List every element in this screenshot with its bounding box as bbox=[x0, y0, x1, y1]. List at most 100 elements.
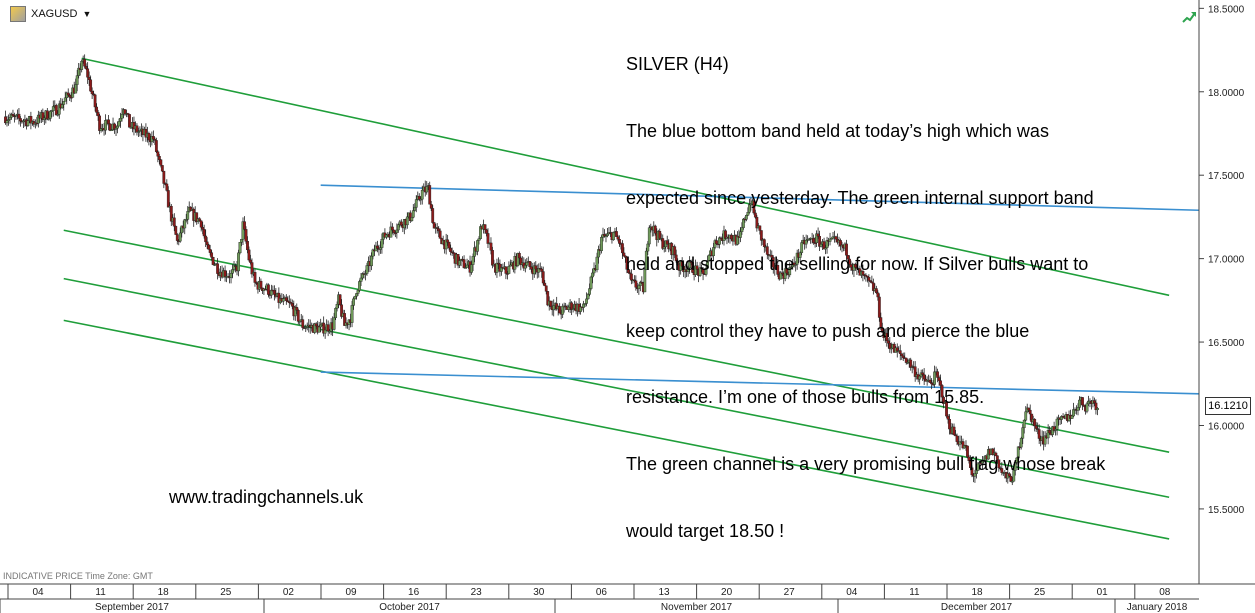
x-tick-label: 04 bbox=[846, 587, 858, 598]
trend-arrow-icon[interactable] bbox=[1181, 9, 1197, 25]
candle-body bbox=[156, 151, 160, 157]
candle-body bbox=[759, 230, 763, 241]
candle-body bbox=[166, 190, 170, 208]
candle-body bbox=[718, 237, 721, 245]
x-tick-label: 08 bbox=[1159, 587, 1171, 598]
candle-body bbox=[204, 235, 208, 243]
y-tick-label: 17.5000 bbox=[1208, 171, 1245, 182]
instrument-logo-icon bbox=[10, 6, 26, 22]
x-tick-label: 25 bbox=[220, 587, 232, 598]
candle-body bbox=[933, 371, 937, 385]
x-tick-label: 20 bbox=[721, 587, 733, 598]
blue-support-band bbox=[320, 371, 1200, 395]
candle-body bbox=[83, 59, 87, 67]
candle-body bbox=[93, 94, 97, 108]
candle-body bbox=[60, 104, 64, 109]
candle-body bbox=[380, 239, 384, 248]
candle-body bbox=[483, 224, 487, 230]
candle-body bbox=[26, 120, 30, 126]
x-tick-label: 30 bbox=[533, 587, 545, 598]
annotation-line: keep control they have to push and pierc… bbox=[626, 320, 1030, 341]
candle-body bbox=[1022, 419, 1026, 428]
month-label: September 2017 bbox=[95, 602, 169, 613]
candle-body bbox=[529, 266, 533, 270]
candle-body bbox=[63, 97, 67, 102]
candle-body bbox=[975, 470, 978, 474]
chart-grid bbox=[0, 0, 1199, 584]
candle-body bbox=[172, 217, 176, 227]
candle-body bbox=[135, 125, 139, 133]
candle-body bbox=[80, 61, 84, 70]
y-axis: 18.5000 18.0000 17.5000 17.0000 16.5000 16.00… bbox=[1198, 0, 1245, 584]
annotation-line: held and stopped the selling for now. If… bbox=[626, 254, 1089, 275]
candle-body bbox=[744, 214, 748, 220]
candle-body bbox=[880, 327, 884, 333]
candle-body bbox=[90, 90, 94, 95]
candle-body bbox=[87, 77, 91, 80]
candle-body bbox=[86, 68, 90, 78]
caret-down-icon[interactable]: ▼ bbox=[82, 9, 92, 19]
candle-body bbox=[68, 94, 72, 98]
candle-body bbox=[116, 125, 119, 129]
candle-body bbox=[420, 190, 424, 200]
candle-body bbox=[186, 211, 190, 220]
candle-body bbox=[332, 317, 336, 330]
candle-body bbox=[334, 308, 338, 318]
candle-body bbox=[29, 116, 33, 124]
candle-body bbox=[244, 229, 248, 242]
candle-body bbox=[96, 112, 100, 117]
x-tick-label: 23 bbox=[471, 587, 483, 598]
candle-body bbox=[396, 224, 400, 231]
candle-body bbox=[75, 75, 79, 85]
candle-body bbox=[462, 259, 466, 269]
candle-body bbox=[994, 452, 998, 456]
candle-body bbox=[207, 244, 211, 250]
candle-body bbox=[707, 255, 711, 261]
candle-body bbox=[395, 229, 399, 233]
candle-body bbox=[600, 237, 603, 251]
candle-body bbox=[788, 267, 792, 276]
symbol-header[interactable]: XAGUSD ▼ bbox=[10, 6, 91, 22]
candle-body bbox=[66, 92, 70, 96]
month-label: November 2017 bbox=[661, 602, 733, 613]
candle-body bbox=[525, 262, 529, 266]
candle-body bbox=[877, 296, 881, 318]
month-label: January 2018 bbox=[1127, 602, 1188, 613]
candle-body bbox=[159, 159, 163, 166]
candle-body bbox=[534, 265, 538, 270]
candle-body bbox=[183, 219, 187, 229]
candle-body bbox=[861, 271, 865, 275]
candle-body bbox=[246, 241, 249, 251]
candle-body bbox=[629, 273, 633, 281]
candle-body bbox=[399, 221, 403, 226]
candle-body bbox=[585, 298, 588, 304]
candle-body bbox=[338, 294, 342, 305]
candle-body bbox=[108, 123, 112, 131]
month-label: October 2017 bbox=[379, 602, 440, 613]
candle-body bbox=[154, 140, 158, 152]
candle-body bbox=[95, 106, 99, 113]
candle-body bbox=[504, 266, 508, 274]
candle-body bbox=[5, 120, 9, 124]
candle-body bbox=[758, 225, 762, 231]
candle-body bbox=[157, 156, 161, 160]
x-tick-label: 01 bbox=[1097, 587, 1109, 598]
candle-body bbox=[695, 265, 699, 270]
candle-body bbox=[301, 319, 305, 328]
candle-body bbox=[229, 273, 233, 278]
annotation-line: would target 18.50 ! bbox=[626, 520, 785, 541]
candle-body bbox=[284, 297, 288, 301]
candle-body bbox=[269, 289, 273, 296]
candle-body bbox=[612, 232, 615, 241]
candle-body bbox=[621, 243, 624, 254]
annotation-line: The blue bottom band held at today’s hig… bbox=[626, 121, 1049, 142]
candle-body bbox=[447, 241, 451, 249]
candle-body bbox=[104, 120, 107, 131]
candle-body bbox=[945, 402, 948, 417]
candle-body bbox=[752, 200, 756, 214]
candle-body bbox=[543, 282, 547, 287]
x-tick-label: 06 bbox=[596, 587, 608, 598]
candle-body bbox=[1081, 397, 1084, 406]
candle-body bbox=[864, 274, 868, 277]
candle-body bbox=[201, 227, 205, 230]
